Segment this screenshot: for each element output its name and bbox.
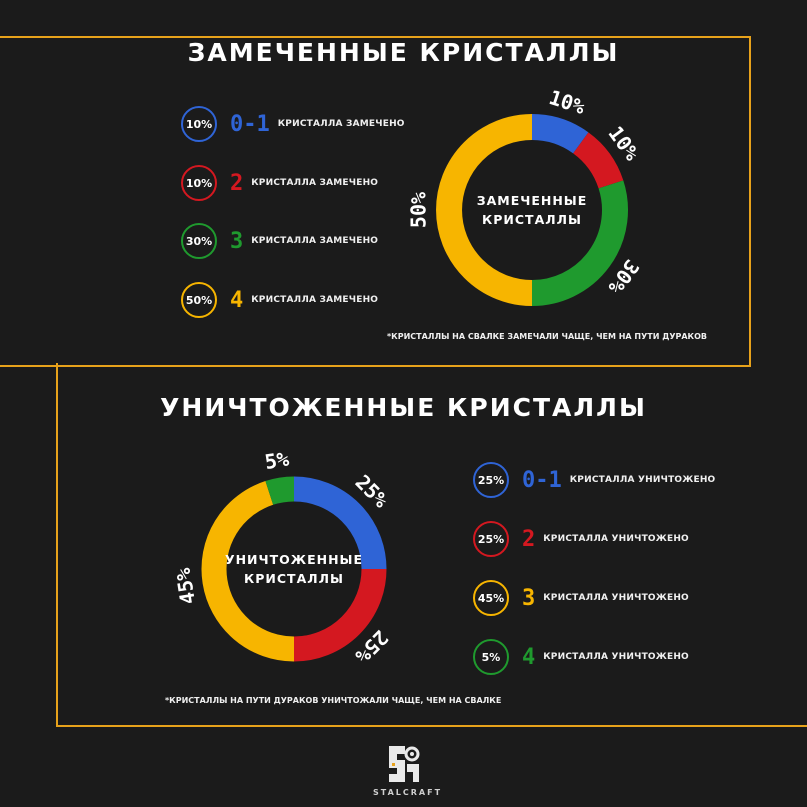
- donut-chart-seen: 10% 10% 30% 50% ЗАМЕЧЕННЫЕ КРИСТАЛЛЫ: [407, 85, 644, 308]
- legend-text: КРИСТАЛЛА УНИЧТОЖЕНО: [569, 475, 716, 485]
- donut-slice-3: [531, 180, 628, 306]
- legend-item: 30% 3 КРИСТАЛЛА ЗАМЕЧЕНО: [181, 221, 378, 261]
- section1-title: ЗАМЕЧЕННЫЕ КРИСТАЛЛЫ: [187, 38, 620, 67]
- legend-text: КРИСТАЛЛА ЗАМЕЧЕНО: [251, 236, 379, 246]
- legend-item: 10% 0-1 КРИСТАЛЛА ЗАМЕЧЕНО: [181, 104, 405, 144]
- section1-footnote: *КРИСТАЛЛЫ НА СВАЛКЕ ЗАМЕЧАЛИ ЧАЩЕ, ЧЕМ …: [387, 332, 707, 341]
- donut-chart-svg: 25%25%45%5%: [171, 447, 393, 668]
- percent-badge: 25%: [473, 462, 509, 498]
- crystal-count: 4: [230, 287, 244, 313]
- percent-badge: 45%: [473, 580, 509, 616]
- chart-center-label: ЗАМЕЧЕННЫЕ КРИСТАЛЛЫ: [434, 191, 630, 229]
- legend-item: 25% 0-1 КРИСТАЛЛА УНИЧТОЖЕНО: [473, 460, 715, 500]
- legend-text: КРИСТАЛЛА ЗАМЕЧЕНО: [251, 295, 379, 305]
- donut-chart-destroyed: 25% 25% 45% 5% УНИЧТОЖЕННЫЕ КРИСТАЛЛЫ: [171, 447, 393, 668]
- percent-badge: 25%: [473, 521, 509, 557]
- center-label-line: УНИЧТОЖЕННЫЕ: [224, 552, 364, 567]
- legend-text: КРИСТАЛЛА ЗАМЕЧЕНО: [277, 119, 405, 129]
- legend-item: 5% 4 КРИСТАЛЛА УНИЧТОЖЕНО: [473, 637, 689, 677]
- bottom-section-frame: [56, 363, 807, 727]
- legend-item: 45% 3 КРИСТАЛЛА УНИЧТОЖЕНО: [473, 578, 689, 618]
- section2-footnote: *КРИСТАЛЛЫ НА ПУТИ ДУРАКОВ УНИЧТОЖАЛИ ЧА…: [165, 696, 502, 705]
- donut-slice-4: [436, 114, 533, 306]
- top-section-frame: [0, 36, 751, 367]
- legend-item: 25% 2 КРИСТАЛЛА УНИЧТОЖЕНО: [473, 519, 689, 559]
- legend-text: КРИСТАЛЛА ЗАМЕЧЕНО: [251, 178, 379, 188]
- slice-percent-label: 5%: [263, 447, 291, 474]
- donut-slice-2: [293, 568, 387, 662]
- slice-percent-label: 45%: [171, 566, 200, 605]
- crystal-count: 4: [522, 644, 536, 670]
- center-label-line: КРИСТАЛЛЫ: [244, 571, 344, 586]
- legend-text: КРИСТАЛЛА УНИЧТОЖЕНО: [543, 593, 689, 603]
- section2-title: УНИЧТОЖЕННЫЕ КРИСТАЛЛЫ: [160, 393, 647, 422]
- slice-percent-label: 50%: [407, 192, 431, 228]
- donut-slice-4: [265, 476, 295, 505]
- crystal-count: 2: [522, 526, 536, 552]
- center-label-line: ЗАМЕЧЕННЫЕ: [476, 193, 588, 208]
- crystal-count: 0-1: [522, 467, 562, 493]
- percent-badge: 30%: [181, 223, 217, 259]
- crystal-count: 3: [230, 228, 244, 254]
- percent-badge: 50%: [181, 282, 217, 318]
- percent-badge: 10%: [181, 165, 217, 201]
- crystal-count: 2: [230, 170, 244, 196]
- crystal-count: 3: [522, 585, 536, 611]
- stalcraft-logo-icon: [389, 746, 420, 782]
- percent-badge: 10%: [181, 106, 217, 142]
- donut-slice-3: [201, 481, 295, 662]
- donut-slice-0-1: [531, 114, 589, 154]
- stalcraft-logo: STALCRAFT: [373, 742, 443, 797]
- legend-text: КРИСТАЛЛА УНИЧТОЖЕНО: [543, 652, 689, 662]
- donut-slice-2: [572, 132, 624, 189]
- legend-text: КРИСТАЛЛА УНИЧТОЖЕНО: [543, 534, 689, 544]
- percent-badge: 5%: [473, 639, 509, 675]
- donut-slice-0-1: [293, 476, 387, 570]
- legend-item: 50% 4 КРИСТАЛЛА ЗАМЕЧЕНО: [181, 280, 378, 320]
- chart-center-label: УНИЧТОЖЕННЫЕ КРИСТАЛЛЫ: [199, 550, 389, 588]
- logo-caption: STALCRAFT: [373, 788, 443, 797]
- crystal-count: 0-1: [230, 111, 270, 137]
- legend-item: 10% 2 КРИСТАЛЛА ЗАМЕЧЕНО: [181, 163, 378, 203]
- center-label-line: КРИСТАЛЛЫ: [482, 212, 582, 227]
